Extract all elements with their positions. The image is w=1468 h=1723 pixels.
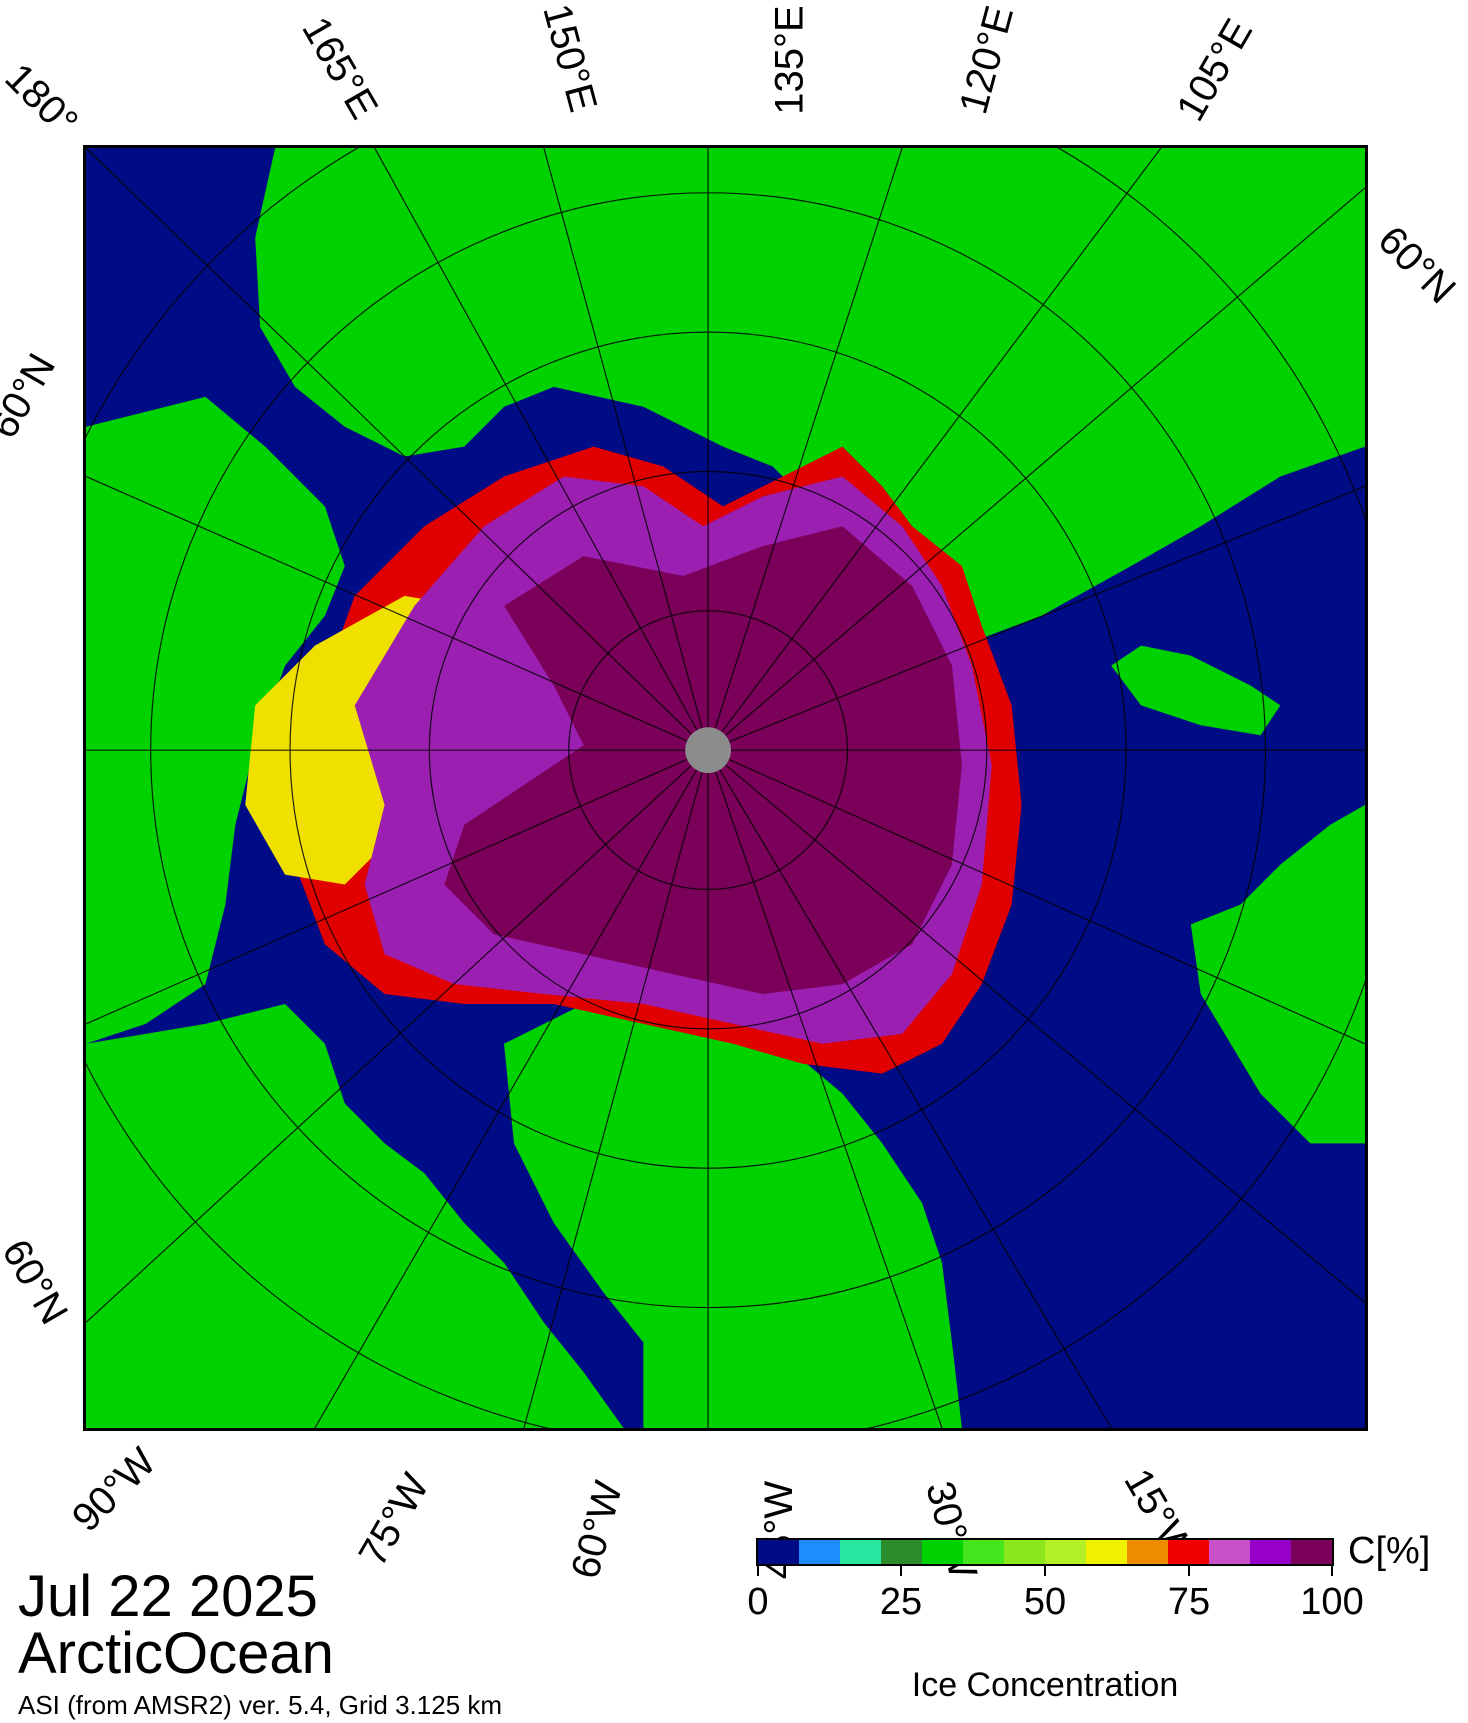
ice-concentration-colorbar: [756, 1538, 1334, 1566]
colorbar-segment: [881, 1540, 922, 1564]
colorbar-tick: [1331, 1566, 1333, 1576]
lon-label-60w: 60°W: [563, 1476, 632, 1584]
colorbar-tick: [757, 1566, 759, 1576]
colorbar-tick: [1044, 1566, 1046, 1576]
colorbar-segment: [1250, 1540, 1291, 1564]
colorbar-tick: [900, 1566, 902, 1576]
date-title: Jul 22 2025: [18, 1564, 318, 1629]
lon-label-165e: 165°E: [293, 9, 387, 127]
lat-label-left-upper: 60°N: [0, 346, 65, 446]
land-siberia-left: [86, 396, 345, 1044]
lon-label-180: 180°: [0, 55, 87, 145]
graticule: [86, 148, 1365, 1428]
lon-label-105e: 105°E: [1168, 11, 1262, 129]
lon-label-150e: 150°E: [534, 0, 606, 117]
colorbar-tick-label: 50: [1023, 1581, 1067, 1623]
sea-ice-map: [83, 145, 1368, 1431]
lon-label-30w: 30°W: [917, 1476, 986, 1584]
colorbar-segment: [922, 1540, 963, 1564]
land-scandinavia: [1190, 804, 1365, 1144]
source-note: ASI (from AMSR2) ver. 5.4, Grid 3.125 km: [18, 1690, 503, 1720]
colorbar-unit: C[%]: [1348, 1530, 1431, 1572]
land-svalbard: [1111, 645, 1281, 736]
colorbar-segment: [1291, 1540, 1332, 1564]
lon-label-120e: 120°E: [951, 1, 1023, 119]
colorbar-segment: [799, 1540, 840, 1564]
lon-label-90w: 90°W: [63, 1439, 165, 1541]
colorbar-segment: [1004, 1540, 1045, 1564]
colorbar-title: Ice Concentration: [911, 1666, 1179, 1704]
colorbar-tick-label: 100: [1300, 1581, 1364, 1623]
polar-projection-map: [86, 148, 1365, 1428]
lat-label-right: 60°N: [1369, 217, 1464, 313]
colorbar-tick: [1188, 1566, 1190, 1576]
lat-label-left-lower: 60°N: [0, 1232, 77, 1332]
region-title: ArcticOcean: [18, 1621, 334, 1686]
colorbar-segment: [1086, 1540, 1127, 1564]
colorbar-segment: [1168, 1540, 1209, 1564]
colorbar-segment: [963, 1540, 1004, 1564]
land-eurasia-top: [255, 148, 1365, 646]
lon-label-75w: 75°W: [350, 1466, 438, 1574]
colorbar-segment: [758, 1540, 799, 1564]
land-greenland: [504, 974, 962, 1428]
colorbar-segment: [1045, 1540, 1086, 1564]
land-north-america: [86, 1003, 624, 1428]
colorbar-tick-label: 0: [747, 1581, 769, 1623]
colorbar-segment: [1127, 1540, 1168, 1564]
pole-hole: [685, 727, 731, 774]
colorbar-segment: [840, 1540, 881, 1564]
lon-label-135e: 135°E: [767, 5, 812, 115]
colorbar-segment: [1209, 1540, 1250, 1564]
colorbar-tick-label: 75: [1167, 1581, 1211, 1623]
colorbar-tick-label: 25: [879, 1581, 923, 1623]
